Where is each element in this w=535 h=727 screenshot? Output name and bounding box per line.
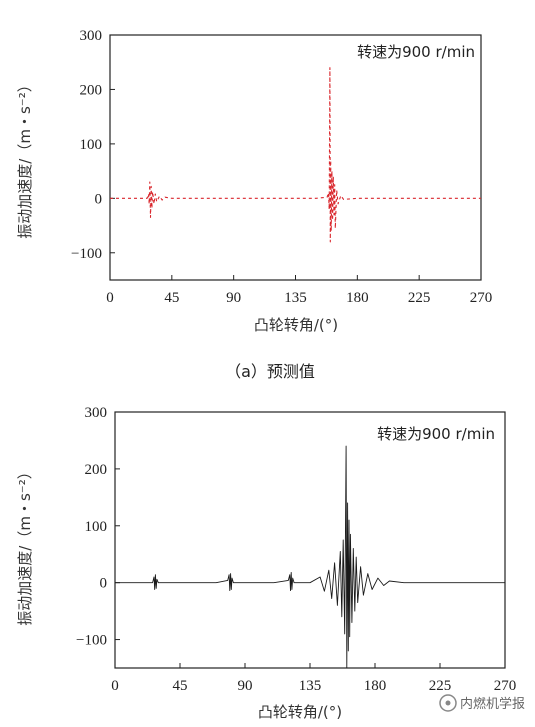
- panel-a-caption: （a）预测值: [225, 362, 315, 381]
- panel-a-series: [110, 67, 481, 243]
- x-tick-label: 225: [429, 678, 452, 694]
- panel-a-annotation: 转速为900 r/min: [357, 43, 475, 61]
- x-tick-label: 270: [470, 290, 493, 306]
- watermark-text: 内燃机学报: [460, 696, 525, 712]
- x-tick-label: 0: [111, 678, 119, 694]
- panel-b-y-ticks: 300 200 100 0 −100: [76, 405, 120, 649]
- y-tick-label: −100: [76, 633, 107, 649]
- panel-b-x-ticks: 0 45 90 135 180 225 270: [111, 663, 516, 694]
- panel-b-x-axis-label: 凸轮转角/(°): [258, 703, 342, 721]
- panel-a-y-ticks: 300 200 100 0 −100: [71, 28, 115, 262]
- x-tick-label: 270: [494, 678, 517, 694]
- x-tick-label: 90: [238, 678, 253, 694]
- panel-a-y-axis-label: 振动加速度/（m・s⁻²）: [16, 77, 34, 238]
- watermark-logo-dot: [445, 700, 451, 706]
- x-tick-label: 45: [164, 290, 179, 306]
- y-tick-label: 0: [100, 576, 108, 592]
- y-tick-label: 100: [85, 519, 108, 535]
- x-tick-label: 135: [299, 678, 322, 694]
- series-line: [110, 67, 481, 243]
- panel-a-plot-frame: [109, 34, 482, 281]
- x-tick-label: 45: [173, 678, 188, 694]
- panel-b-annotation: 转速为900 r/min: [377, 425, 495, 443]
- panel-b-plot-frame: [114, 411, 506, 669]
- panel-a-x-axis-label: 凸轮转角/(°): [254, 316, 338, 334]
- y-tick-label: 300: [85, 405, 108, 421]
- x-tick-label: 135: [284, 290, 307, 306]
- y-tick-label: 200: [85, 462, 108, 478]
- y-tick-label: 300: [80, 28, 103, 44]
- y-tick-label: 0: [95, 191, 103, 207]
- y-tick-label: 200: [80, 82, 103, 98]
- panel-b-series: [115, 445, 505, 669]
- watermark: 内燃机学报: [439, 694, 525, 712]
- x-tick-label: 90: [226, 290, 241, 306]
- panel-b-y-axis-label: 振动加速度/（m・s⁻²）: [16, 464, 34, 625]
- series-line: [115, 445, 505, 669]
- watermark-logo-icon: [439, 694, 457, 712]
- y-tick-label: −100: [71, 246, 102, 262]
- x-tick-label: 0: [106, 290, 114, 306]
- x-tick-label: 225: [408, 290, 431, 306]
- panel-a: 300 200 100 0 −100 0 45 90 135 180 225 270 转速为900 …: [16, 28, 492, 381]
- x-tick-label: 180: [364, 678, 387, 694]
- panel-b: 300 200 100 0 −100 0 45 90 135 180 225 270 转速为900 …: [16, 405, 516, 721]
- y-tick-label: 100: [80, 137, 103, 153]
- panel-a-x-ticks: 0 45 90 135 180 225 270: [106, 275, 492, 306]
- x-tick-label: 180: [346, 290, 369, 306]
